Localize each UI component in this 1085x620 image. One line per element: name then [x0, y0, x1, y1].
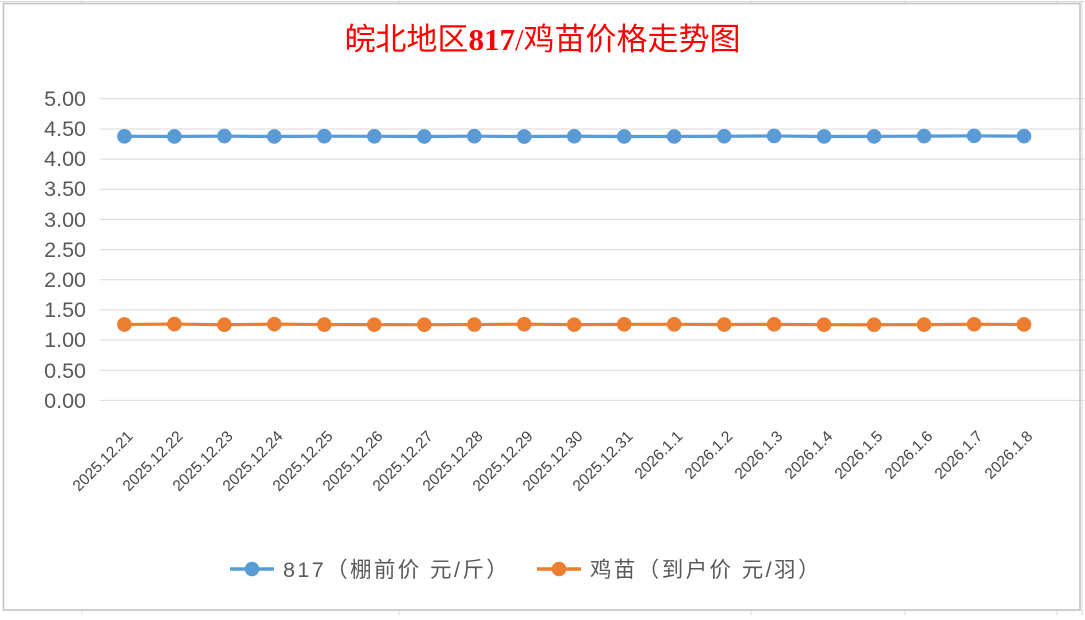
svg-text:2.50: 2.50	[44, 238, 86, 262]
svg-text:0.00: 0.00	[44, 389, 86, 413]
svg-text:4.50: 4.50	[44, 117, 86, 141]
svg-text:5.00: 5.00	[44, 87, 86, 111]
svg-text:3.00: 3.00	[44, 208, 86, 232]
svg-text:1.50: 1.50	[44, 298, 86, 322]
svg-text:2.00: 2.00	[44, 268, 86, 292]
svg-text:0.50: 0.50	[44, 359, 86, 383]
svg-text:3.50: 3.50	[44, 177, 86, 201]
svg-text:1.00: 1.00	[44, 328, 86, 352]
svg-text:4.00: 4.00	[44, 147, 86, 171]
